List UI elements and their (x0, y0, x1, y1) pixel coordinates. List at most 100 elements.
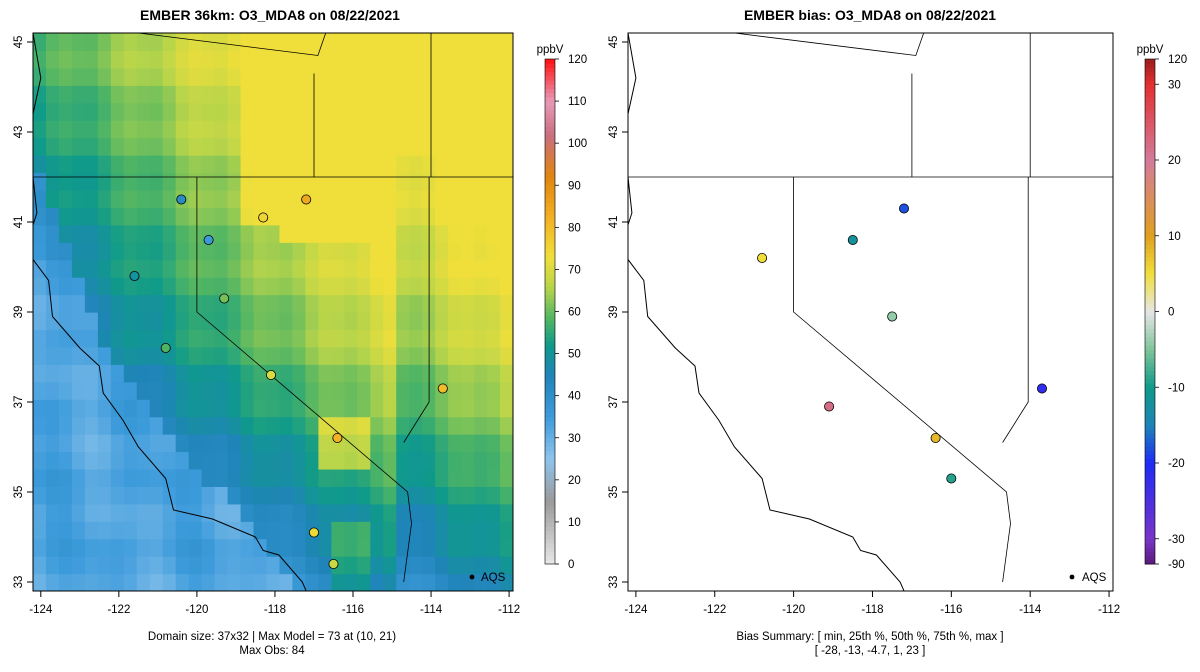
grid-cell (240, 573, 255, 591)
grid-cell (292, 486, 307, 505)
grid-cell (305, 277, 319, 296)
grid-cell (33, 207, 47, 226)
grid-cell (474, 521, 488, 540)
domain-caption: Domain size: 37x32 | Max Model = 73 at (… (148, 631, 396, 643)
grid-cell (474, 556, 488, 575)
colorbar-segment (1145, 391, 1155, 397)
grid-cell (136, 137, 151, 156)
colorbar-segment (545, 479, 555, 485)
colorbar-segment (545, 80, 555, 85)
grid-cell (279, 573, 294, 591)
colorbar-segment (1145, 463, 1155, 468)
colorbar-segment (545, 117, 555, 123)
grid-cell (318, 329, 332, 348)
colorbar-segment (1145, 496, 1155, 502)
grid-cell (227, 503, 242, 522)
grid-cell (84, 102, 99, 121)
grid-cell (292, 155, 307, 174)
grid-cell (240, 242, 255, 261)
grid-cell (149, 189, 164, 208)
grid-cell (305, 503, 319, 522)
grid-cell (318, 85, 332, 104)
grid-cell (175, 67, 190, 86)
grid-cell (188, 381, 203, 400)
grid-cell (97, 85, 112, 104)
grid-cell (383, 259, 397, 278)
grid-cell (71, 294, 86, 313)
state-border (310, 596, 490, 632)
grid-cell (227, 399, 242, 418)
colorbar-segment (545, 475, 555, 481)
grid-cell (71, 451, 86, 470)
grid-cell (84, 364, 99, 383)
grid-cell (45, 556, 60, 575)
colorbar-segment (545, 555, 555, 561)
station-point (328, 559, 339, 570)
grid-cell (370, 242, 384, 261)
colorbar-segment (545, 399, 555, 405)
grid-cell (162, 381, 177, 400)
grid-cell (149, 329, 164, 348)
grid-cell (357, 259, 371, 278)
grid-cell (58, 294, 73, 313)
grid-cell (84, 224, 99, 243)
grid-cell (71, 137, 86, 156)
grid-cell (149, 521, 164, 540)
grid-cell (461, 312, 475, 331)
grid-cell (71, 521, 86, 540)
x-tick-label: -112 (1098, 604, 1120, 616)
grid-cell (45, 120, 60, 139)
grid-cell (253, 468, 268, 487)
grid-cell (58, 224, 73, 243)
colorbar-segment (545, 273, 555, 279)
grid-cell (396, 468, 410, 487)
colorbar-segment (1145, 408, 1155, 413)
grid-cell (500, 85, 513, 104)
grid-cell (305, 399, 319, 418)
colorbar-segment (545, 484, 555, 489)
grid-cell (344, 573, 358, 591)
colorbar-segment (545, 172, 555, 178)
y-tick-label: 43 (608, 126, 620, 139)
grid-cell (318, 434, 332, 453)
grid-cell (214, 538, 229, 557)
colorbar-segment (545, 547, 555, 552)
grid-cell (461, 120, 475, 139)
grid-cell (383, 573, 397, 591)
bias-map-outlines (628, 33, 1113, 591)
grid-cell (84, 259, 99, 278)
colorbar-segment (545, 530, 555, 536)
grid-cell (500, 67, 513, 86)
station-point (258, 212, 269, 223)
grid-cell (188, 346, 203, 365)
colorbar-tick-label: 120 (568, 54, 587, 66)
grid-cell (409, 189, 423, 208)
station-point (160, 342, 171, 353)
grid-cell (214, 381, 229, 400)
colorbar-segment (1145, 206, 1155, 211)
grid-cell (487, 434, 501, 453)
grid-cell (162, 189, 177, 208)
grid-cell (84, 207, 99, 226)
grid-cell (110, 434, 125, 453)
grid-cell (266, 294, 281, 313)
grid-cell (409, 364, 423, 383)
grid-cell (136, 468, 151, 487)
grid-cell (500, 102, 513, 121)
grid-cell (149, 312, 164, 331)
colorbar-segment (1145, 475, 1155, 481)
grid-cell (461, 137, 475, 156)
grid-cell (448, 294, 462, 313)
grid-cell (201, 521, 216, 540)
colorbar-segment (1145, 214, 1155, 220)
grid-cell (123, 399, 138, 418)
grid-cell (123, 416, 138, 435)
colorbar-segment (545, 130, 555, 136)
grid-cell (97, 120, 112, 139)
model-colorbar: ppbV 0 10 20 30 40 50 60 70 80 90 100 110 120 (537, 44, 588, 571)
grid-cell (214, 468, 229, 487)
grid-cell (240, 346, 255, 365)
colorbar-segment (545, 122, 555, 127)
grid-cell (305, 416, 319, 435)
